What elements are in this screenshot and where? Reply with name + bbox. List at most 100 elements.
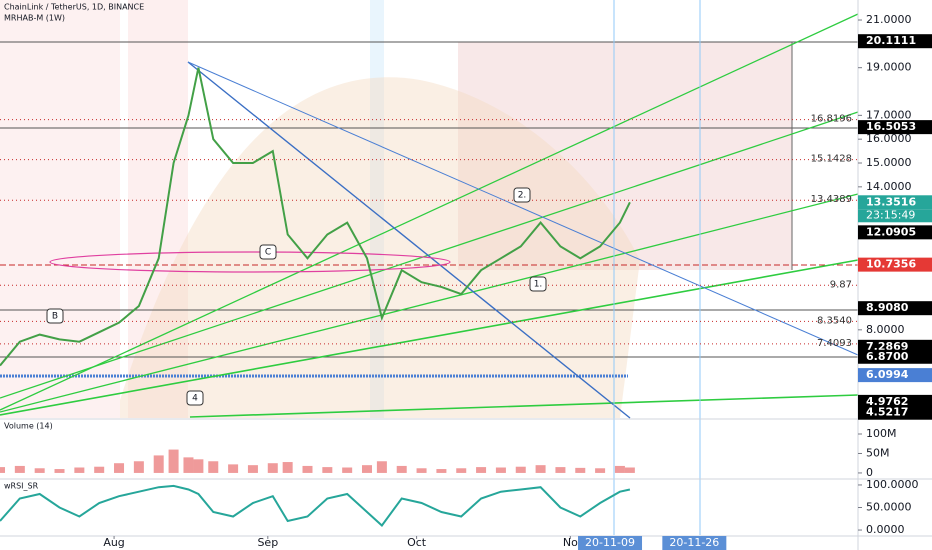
y-tick-label: 50.0000 [866, 501, 912, 514]
band [0, 0, 120, 418]
pane-title: wRSI_SR [4, 482, 39, 491]
pane-title: Volume (14) [4, 422, 53, 431]
annotation: 4 [192, 394, 198, 404]
volume-bar [595, 468, 606, 473]
y-tick-label: 0.0000 [866, 523, 905, 536]
volume-bar [282, 462, 293, 473]
volume-bar [14, 465, 25, 473]
annotation-box [46, 308, 64, 324]
level-label: 9.87 [830, 279, 852, 290]
volume-bar [74, 467, 85, 473]
level-label: 15.1428 [811, 154, 852, 165]
trend-line [0, 111, 859, 399]
volume-bar [228, 464, 239, 473]
price-label-bg [858, 349, 932, 364]
band [128, 0, 188, 418]
price-label: 7.2869 [866, 340, 908, 353]
series-line [0, 484, 631, 527]
price-label-bg [858, 195, 932, 210]
volume-bar [34, 468, 45, 473]
annotation-box [259, 244, 277, 260]
x-tick-label: No [563, 536, 578, 549]
level-label: 8.3540 [817, 315, 852, 326]
volume-bar [153, 455, 164, 473]
price-label: 20.1111 [866, 34, 916, 47]
volume-bar [342, 467, 353, 473]
volume-bar [193, 459, 204, 473]
y-tick-label: 0 [866, 466, 873, 479]
price-label: 4.5217 [866, 406, 908, 419]
volume-bar [476, 467, 487, 473]
volume-bar [54, 469, 65, 473]
volume-bar [133, 461, 144, 473]
volume-bar [94, 466, 105, 473]
price-label-bg [858, 368, 932, 383]
countdown: 23:15:49 [866, 208, 915, 221]
volume-bar [183, 457, 194, 473]
level-label: 16.8196 [811, 114, 852, 125]
trend-line [0, 193, 859, 413]
y-tick-label: 8.0000 [866, 323, 905, 336]
date-marker-label: 20-11-26 [669, 536, 719, 549]
trend-line [189, 394, 859, 418]
x-tick-label: Oct [407, 536, 427, 549]
trend-line [187, 61, 631, 419]
projection-box [458, 42, 792, 270]
countdown-bg [858, 209, 932, 223]
price-label-bg [858, 394, 932, 409]
volume-bar [575, 467, 586, 473]
volume-bar [535, 465, 546, 473]
annotation-box [186, 390, 204, 406]
price-label-bg [858, 120, 932, 135]
indicator-title: MRHAB-M (1W) [4, 14, 65, 23]
date-marker-label: 20-11-09 [585, 536, 635, 549]
trend-line [0, 13, 859, 411]
price-label: 8.9080 [866, 301, 909, 314]
volume-bar [624, 467, 635, 473]
volume-bar [302, 465, 313, 473]
price-label-bg [858, 34, 932, 49]
volume-bar [168, 449, 179, 473]
y-tick-label: 19.0000 [866, 61, 912, 74]
volume-bar [376, 461, 387, 473]
volume-bar [208, 461, 219, 473]
price-label-bg [858, 225, 932, 240]
volume-bar [555, 467, 566, 473]
volume-bar [247, 465, 258, 473]
y-tick-label: 50M [866, 446, 890, 459]
annotation-box [513, 187, 531, 203]
price-label-bg [858, 405, 932, 420]
volume-bar [322, 467, 333, 473]
price-label: 10.7356 [866, 258, 916, 271]
volume-bar [416, 468, 427, 473]
price-label: 4.9762 [866, 395, 908, 408]
volume-bar [267, 463, 278, 473]
date-marker-bg [662, 536, 727, 550]
y-tick-label: 16.0000 [866, 132, 912, 145]
volume-bar [495, 467, 506, 473]
price-label: 6.8700 [866, 350, 909, 363]
x-tick-label: Aug [103, 536, 124, 549]
price-label-bg [858, 257, 932, 272]
trend-line [0, 259, 859, 416]
volume-bar [396, 465, 407, 473]
x-tick-label: Sep [257, 536, 278, 549]
y-tick-label: 21.0000 [866, 13, 912, 26]
price-label: 6.0994 [866, 368, 909, 381]
annotation-box [529, 276, 547, 292]
trend-line [187, 61, 859, 356]
price-label: 12.0905 [866, 225, 916, 238]
annotation: B [52, 312, 58, 322]
volume-bar [436, 469, 447, 473]
date-marker-bg [578, 536, 643, 550]
price-label: 16.5053 [866, 120, 916, 133]
series-line [0, 67, 631, 367]
price-label: 13.3516 [866, 195, 916, 208]
y-tick-label: 17.0000 [866, 108, 912, 121]
y-tick-label: 100.0000 [866, 478, 919, 491]
volume-bar [362, 465, 373, 473]
annotation: C [265, 248, 271, 258]
ellipse [49, 251, 451, 273]
volume-bar [614, 465, 625, 473]
